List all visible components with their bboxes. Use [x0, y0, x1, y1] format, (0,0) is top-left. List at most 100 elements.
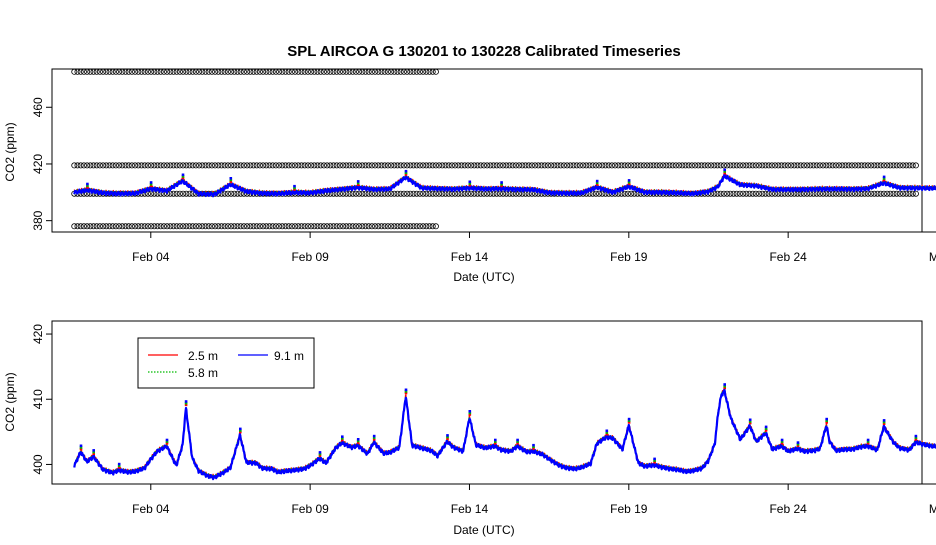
- ref-gas-point: [714, 190, 721, 197]
- series-point: [404, 171, 408, 175]
- ref-gas-point: [596, 162, 603, 169]
- ref-gas-point: [391, 190, 398, 197]
- ref-gas-point: [333, 223, 340, 230]
- ref-gas-point: [445, 162, 452, 169]
- ref-gas-point: [884, 162, 891, 169]
- ref-gas-point: [890, 190, 897, 197]
- ref-gas-point: [109, 223, 116, 230]
- ref-gas-point: [253, 68, 260, 75]
- series-point: [229, 178, 233, 182]
- legend-label-5-8m: 5.8 m: [188, 366, 218, 380]
- ref-gas-point: [196, 162, 203, 169]
- series-point: [165, 440, 169, 443]
- ref-gas-point: [148, 223, 155, 230]
- ref-gas-point: [365, 68, 372, 75]
- ref-gas-point: [362, 162, 369, 169]
- ref-gas-point: [429, 162, 436, 169]
- ref-gas-point: [125, 223, 132, 230]
- ref-gas-point: [397, 162, 404, 169]
- top-ylabel: CO2 (ppm): [3, 122, 17, 181]
- ref-gas-point: [186, 162, 193, 169]
- ref-gas-point: [372, 162, 379, 169]
- ref-gas-point: [404, 223, 411, 230]
- ref-gas-point: [624, 162, 631, 169]
- ref-gas-point: [388, 223, 395, 230]
- ref-gas-point: [375, 223, 382, 230]
- ref-gas-point: [720, 162, 727, 169]
- ref-gas-point: [624, 190, 631, 197]
- ref-gas-point: [720, 190, 727, 197]
- series-point: [627, 419, 631, 422]
- y-tick-label: 460: [31, 97, 45, 117]
- ref-gas-point: [618, 190, 625, 197]
- ref-gas-point: [388, 68, 395, 75]
- ref-gas-point: [151, 68, 158, 75]
- bottom-ylabel: CO2 (ppm): [3, 372, 17, 431]
- series-point: [780, 438, 784, 442]
- ref-gas-point: [567, 162, 574, 169]
- ref-gas-point: [154, 162, 161, 169]
- ref-gas-point: [362, 223, 369, 230]
- ref-gas-point: [77, 68, 84, 75]
- ref-gas-point: [183, 162, 190, 169]
- ref-gas-point: [800, 162, 807, 169]
- ref-gas-point: [391, 162, 398, 169]
- ref-gas-point: [368, 223, 375, 230]
- series-point: [446, 435, 449, 439]
- ref-gas-point: [445, 190, 452, 197]
- ref-gas-point: [132, 223, 139, 230]
- series-point: [229, 177, 233, 180]
- ref-gas-point: [231, 190, 238, 197]
- ref-gas-row: [71, 68, 439, 75]
- ref-gas-point: [378, 223, 385, 230]
- ref-gas-point: [420, 68, 427, 75]
- ref-gas-point: [202, 68, 209, 75]
- ref-gas-point: [730, 190, 737, 197]
- ref-gas-point: [634, 162, 641, 169]
- ref-gas-point: [823, 162, 830, 169]
- series-point: [605, 432, 609, 436]
- ref-gas-point: [416, 190, 423, 197]
- ref-gas-point: [180, 68, 187, 75]
- ref-gas-point: [420, 223, 427, 230]
- ref-gas-point: [733, 190, 740, 197]
- ref-gas-point: [388, 190, 395, 197]
- ref-gas-point: [442, 162, 449, 169]
- series-point: [149, 181, 153, 184]
- series-point: [79, 444, 83, 448]
- series-point: [239, 429, 242, 432]
- ref-gas-point: [903, 190, 910, 197]
- ref-gas-point: [106, 68, 113, 75]
- series-point: [532, 445, 535, 449]
- ref-gas-point: [167, 162, 174, 169]
- ref-gas-point: [317, 223, 324, 230]
- ref-gas-point: [320, 162, 327, 169]
- ref-gas-point: [557, 162, 564, 169]
- series-point: [500, 184, 503, 188]
- series-point: [723, 168, 726, 172]
- ref-gas-point: [378, 68, 385, 75]
- ref-gas-point: [196, 223, 203, 230]
- ref-gas-point: [871, 190, 878, 197]
- ref-gas-point: [285, 223, 292, 230]
- ref-gas-point: [352, 190, 359, 197]
- top-panel: 380 420 460 Feb 04 Feb 09 Feb 14 Feb 19 Feb 24…: [3, 68, 936, 284]
- ref-gas-point: [224, 190, 231, 197]
- ref-gas-point: [141, 162, 148, 169]
- ref-gas-point: [407, 223, 414, 230]
- series-point: [446, 434, 449, 437]
- ref-gas-point: [292, 68, 299, 75]
- ref-gas-point: [436, 162, 443, 169]
- series-point: [748, 421, 752, 425]
- ref-gas-point: [244, 68, 251, 75]
- ref-gas-point: [874, 162, 881, 169]
- ref-gas-point: [896, 162, 903, 169]
- series-point: [404, 390, 408, 393]
- series-line-9-1m: [73, 173, 936, 198]
- ref-gas-point: [810, 162, 817, 169]
- ref-gas-point: [695, 162, 702, 169]
- ref-gas-point: [93, 68, 100, 75]
- ref-gas-point: [218, 223, 225, 230]
- series-point: [293, 188, 296, 191]
- ref-gas-point: [861, 162, 868, 169]
